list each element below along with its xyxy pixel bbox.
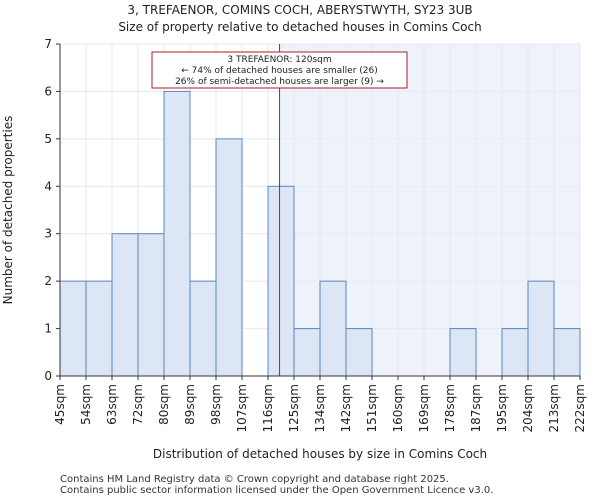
bar-195sqm: [501, 328, 529, 377]
x-tick-label-116sqm: 116sqm: [261, 384, 275, 432]
y-tick-label: 4: [44, 179, 52, 193]
annotation-line-2: ← 74% of detached houses are smaller (26…: [181, 66, 378, 76]
x-tick-label-80sqm: 80sqm: [157, 384, 171, 425]
x-tick-label-160sqm: 160sqm: [391, 384, 405, 432]
x-tick-label-107sqm: 107sqm: [235, 384, 249, 432]
x-tick-label-213sqm: 213sqm: [547, 384, 561, 432]
y-tick-label: 3: [44, 227, 52, 241]
bar-63sqm: [111, 233, 139, 377]
y-tick-label: 0: [44, 369, 52, 383]
bar-54sqm: [85, 280, 113, 377]
x-tick-label-195sqm: 195sqm: [495, 384, 509, 432]
bar-98sqm: [215, 138, 243, 377]
y-axis-label: Number of detached properties: [1, 116, 15, 305]
x-tick-label-89sqm: 89sqm: [183, 384, 197, 425]
y-tick-label: 5: [44, 132, 52, 146]
y-tick-label: 7: [44, 37, 52, 51]
x-tick-label-204sqm: 204sqm: [521, 384, 535, 432]
annotation-box: 3 TREFAENOR: 120sqm ← 74% of detached ho…: [151, 51, 408, 89]
annotation-line-1: 3 TREFAENOR: 120sqm: [227, 55, 331, 65]
bar-80sqm: [163, 90, 191, 377]
x-tick-label-178sqm: 178sqm: [443, 384, 457, 432]
x-tick-label-45sqm: 45sqm: [53, 384, 67, 425]
footer-line-2: Contains public sector information licen…: [60, 485, 494, 496]
y-tick-label: 1: [44, 322, 52, 336]
bar-134sqm: [319, 280, 347, 377]
x-tick-label-187sqm: 187sqm: [469, 384, 483, 432]
bar-89sqm: [189, 280, 217, 377]
bar-178sqm: [449, 328, 477, 377]
x-tick-label-72sqm: 72sqm: [131, 384, 145, 425]
x-tick-label-169sqm: 169sqm: [417, 384, 431, 432]
y-tick-label: 6: [44, 84, 52, 98]
x-tick-label-98sqm: 98sqm: [209, 384, 223, 425]
y-tick-labels: 0 1 2 3 4 5 6 7: [44, 37, 60, 383]
x-tick-label-151sqm: 151sqm: [365, 384, 379, 432]
x-axis-label: Distribution of detached houses by size …: [153, 447, 487, 461]
histogram-chart: 3, TREFAENOR, COMINS COCH, ABERYSTWYTH, …: [1, 3, 587, 461]
bar-45sqm: [59, 280, 87, 377]
annotation-line-3: 26% of semi-detached houses are larger (…: [175, 77, 384, 87]
x-tick-labels: 45sqm 54sqm 63sqm 72sqm 80sqm 89sqm 98sqm 107sq…: [53, 376, 587, 432]
chart-title: 3, TREFAENOR, COMINS COCH, ABERYSTWYTH, …: [127, 3, 472, 17]
footer: Contains HM Land Registry data © Crown c…: [60, 474, 493, 496]
x-tick-label-142sqm: 142sqm: [339, 384, 353, 432]
y-tick-label: 2: [44, 274, 52, 288]
x-tick-label-54sqm: 54sqm: [79, 384, 93, 425]
bar-116sqm: [267, 185, 295, 377]
chart-subtitle: Size of property relative to detached ho…: [118, 20, 481, 34]
annotation-frame: [151, 51, 408, 89]
x-tick-label-222sqm: 222sqm: [573, 384, 587, 432]
bar-125sqm: [293, 328, 321, 377]
x-tick-label-134sqm: 134sqm: [313, 384, 327, 432]
x-tick-label-63sqm: 63sqm: [105, 384, 119, 425]
footer-line-1: Contains HM Land Registry data © Crown c…: [60, 474, 449, 485]
x-tick-label-125sqm: 125sqm: [287, 384, 301, 432]
bar-213sqm: [553, 328, 581, 377]
bar-204sqm: [527, 280, 555, 377]
bar-142sqm: [345, 328, 373, 377]
bar-72sqm: [137, 233, 165, 377]
